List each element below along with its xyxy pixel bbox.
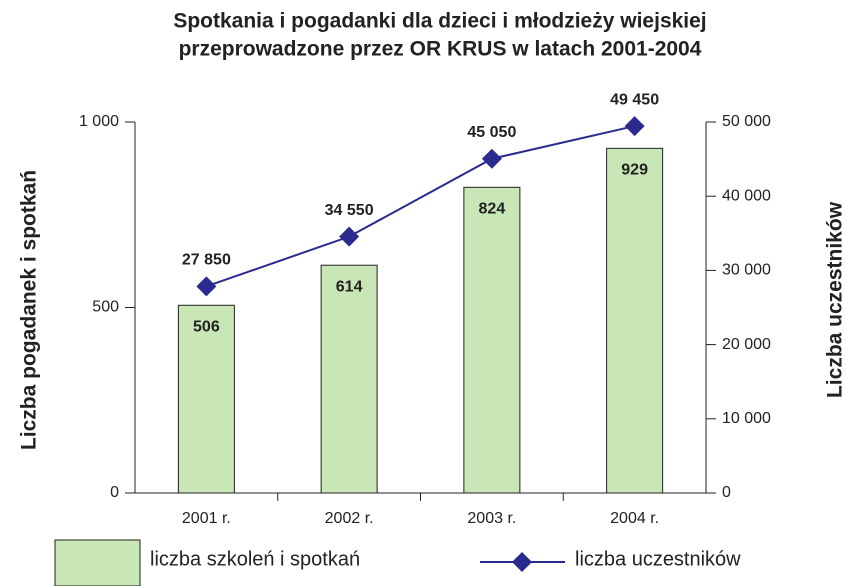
line-value-label: 27 850 [182,252,231,269]
y-tick-label: 0 [110,484,119,501]
y2-tick-label: 10 000 [722,410,771,427]
line-marker [624,116,645,137]
legend-label: liczba uczestników [575,548,741,570]
y-axis-title: Liczba pogadanek i spotkań [18,170,41,450]
bar [606,147,664,494]
bar [463,186,521,494]
legend-marker [512,552,532,572]
bar-value-label: 929 [621,162,648,179]
y2-tick-label: 50 000 [722,113,771,130]
x-tick-label: 2001 r. [182,510,231,527]
bar-value-label: 506 [193,318,220,335]
x-tick-label: 2002 r. [325,510,374,527]
x-tick-label: 2003 r. [467,510,516,527]
y2-tick-label: 0 [722,484,731,501]
line-marker [481,148,502,169]
y2-tick-label: 40 000 [722,187,771,204]
line-value-label: 45 050 [467,124,516,141]
line-value-label: 49 450 [610,91,659,108]
chart-subtitle: przeprowadzone przez OR KRUS w latach 20… [179,38,702,61]
chart-title: Spotkania i pogadanki dla dzieci i młodz… [173,10,706,33]
x-tick-label: 2004 r. [610,510,659,527]
y2-tick-label: 30 000 [722,262,771,279]
y2-tick-label: 20 000 [722,336,771,353]
bar [320,264,378,494]
y2-axis-title: Liczba uczestników [824,201,846,398]
legend-label: liczba szkoleń i spotkań [150,548,360,570]
line-marker [196,276,217,297]
line-marker [339,226,360,247]
legend-swatch [54,539,141,586]
bar-value-label: 614 [336,278,363,295]
y-tick-label: 500 [92,299,119,316]
line [206,125,635,288]
bar-value-label: 824 [479,201,506,218]
y-tick-label: 1 000 [79,113,119,130]
bar [177,304,235,494]
line-value-label: 34 550 [325,202,374,219]
